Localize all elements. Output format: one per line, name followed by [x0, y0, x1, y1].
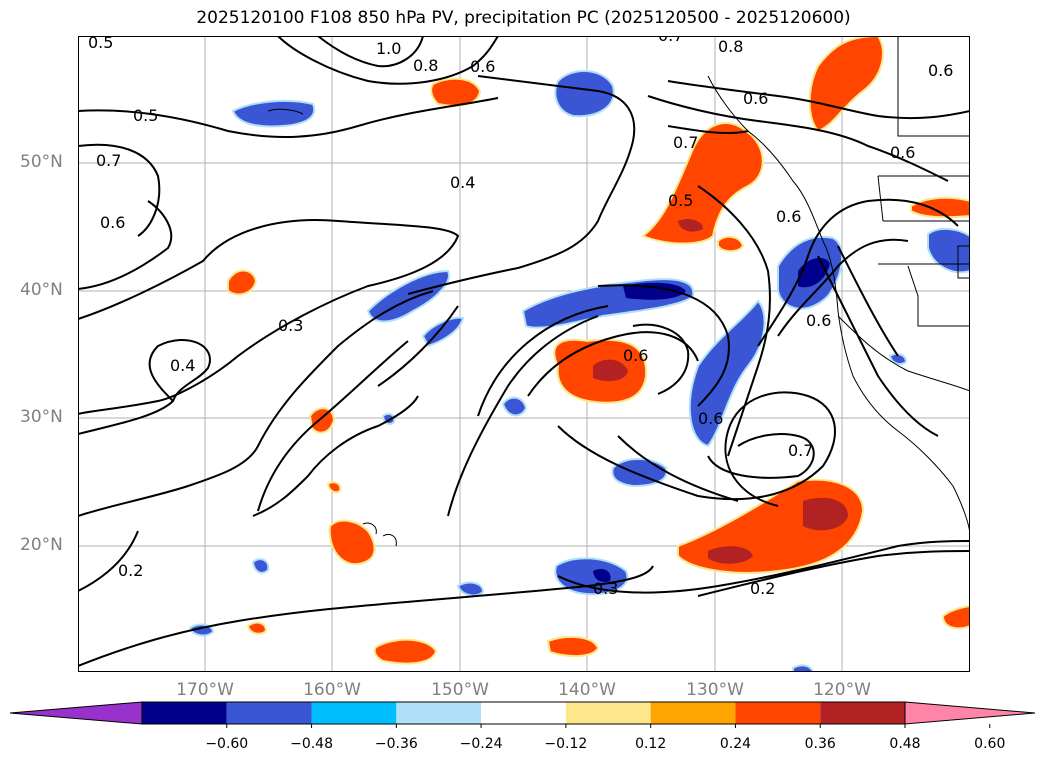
- contour-label: 0.6: [928, 61, 953, 80]
- contour-label: 0.5: [88, 36, 113, 52]
- contour-label: 0.3: [278, 316, 303, 335]
- colorbar-segment: [650, 702, 736, 724]
- precip-area: [910, 196, 970, 219]
- colorbar-segment: [311, 702, 397, 724]
- colorbar-segment: [820, 702, 905, 724]
- contour-label: 0.4: [450, 173, 475, 192]
- colorbar-segment: [735, 702, 821, 724]
- colorbar-tick-label: −0.48: [290, 736, 333, 752]
- colorbar-tick-label: 0.36: [804, 736, 836, 752]
- map-panel: 0.5 1.0 0.8 0.6 0.7 0.8 0.6 0.5 0.7 0.6 …: [78, 36, 970, 672]
- lon-label: 150°W: [431, 680, 489, 700]
- lat-label: 40°N: [20, 280, 63, 300]
- precip-area: [501, 396, 528, 417]
- precip-area: [456, 581, 485, 597]
- contour-label: 0.6: [806, 311, 831, 330]
- colorbar-tick-label: 0.60: [974, 736, 1006, 752]
- pv-contours: [78, 36, 970, 667]
- precip-area: [328, 519, 376, 566]
- precip-area: [593, 359, 628, 382]
- colorbar-tick-label: −0.60: [205, 736, 249, 752]
- precip-area: [927, 228, 970, 274]
- contour-label: 0.7: [96, 151, 121, 170]
- precip-area: [708, 546, 753, 564]
- precip-area: [623, 282, 686, 300]
- precip-area: [231, 99, 316, 128]
- contour-label: 0.6: [100, 213, 125, 232]
- colorbar-segments: [10, 701, 1036, 728]
- contour-label: 0.3: [593, 579, 618, 598]
- lat-label: 50°N: [20, 152, 63, 172]
- colorbar-segment: [565, 702, 651, 724]
- contour-label: 0.6: [698, 409, 723, 428]
- precip-area: [373, 638, 438, 665]
- lon-label: 170°W: [176, 680, 234, 700]
- lon-label: 120°W: [813, 680, 871, 700]
- precip-area: [546, 635, 600, 658]
- lat-label: 20°N: [20, 535, 63, 555]
- contour-label: 0.5: [668, 191, 693, 210]
- colorbar-extension-low: [10, 701, 143, 725]
- precip-area: [227, 269, 258, 296]
- precip-area: [688, 299, 766, 448]
- precip-area: [326, 481, 342, 494]
- colorbar-tick-label: −0.12: [544, 736, 588, 752]
- contour-label: 0.7: [658, 36, 683, 45]
- contour-label: 0.4: [170, 356, 195, 375]
- contour-label: 0.8: [718, 37, 743, 56]
- precip-area: [251, 558, 270, 574]
- colorbar-tick-label: 0.12: [635, 736, 667, 752]
- contour-label: 0.7: [673, 133, 698, 152]
- contour-label: 0.2: [750, 579, 775, 598]
- colorbar-segment: [481, 702, 566, 724]
- precip-area: [717, 235, 745, 253]
- colorbar-segment: [226, 702, 312, 724]
- precip-area: [808, 36, 884, 133]
- precip-area: [554, 69, 615, 118]
- map-title: 2025120100 F108 850 hPa PV, precipitatio…: [196, 8, 851, 28]
- lon-label: 140°W: [558, 680, 616, 700]
- precip-area: [803, 497, 848, 531]
- contour-label: 0.6: [776, 207, 801, 226]
- colorbar-tick-label: 0.48: [889, 736, 921, 752]
- precip-area: [308, 407, 336, 434]
- precip-negative: [188, 69, 970, 672]
- coastlines: [267, 36, 970, 547]
- precip-area: [246, 621, 268, 635]
- precip-positive: [227, 36, 970, 665]
- contour-label: 1.0: [376, 39, 401, 58]
- contour-label: 0.2: [118, 561, 143, 580]
- lon-label: 160°W: [303, 680, 361, 700]
- contour-label: 0.6: [743, 89, 768, 108]
- colorbar-tick-label: 0.24: [719, 736, 752, 752]
- contour-label: 0.7: [788, 441, 813, 460]
- precip-area: [678, 218, 703, 232]
- precip-area: [554, 557, 629, 596]
- precip-area: [792, 664, 815, 672]
- precip-area: [593, 569, 611, 583]
- contour-label: 0.8: [413, 56, 438, 75]
- colorbar: [10, 701, 1036, 728]
- colorbar-segment: [142, 702, 227, 724]
- precip-area: [941, 604, 970, 630]
- colorbar-tick-label: −0.24: [459, 736, 503, 752]
- colorbar-tick-label: −0.36: [374, 736, 418, 752]
- colorbar-frame: [141, 701, 906, 725]
- lat-label: 30°N: [20, 407, 63, 427]
- contour-labels: 0.5 1.0 0.8 0.6 0.7 0.8 0.6 0.5 0.7 0.6 …: [88, 36, 953, 598]
- contour-label: 0.6: [470, 57, 495, 76]
- contour-label: 0.6: [623, 346, 648, 365]
- contour-label: 0.6: [890, 143, 915, 162]
- lon-label: 130°W: [686, 680, 744, 700]
- graticule: [78, 36, 970, 672]
- precip-area: [640, 122, 764, 245]
- map-frame: [78, 36, 970, 672]
- colorbar-segment: [396, 702, 482, 724]
- colorbar-extension-high: [904, 701, 1036, 725]
- contour-label: 0.5: [133, 106, 158, 125]
